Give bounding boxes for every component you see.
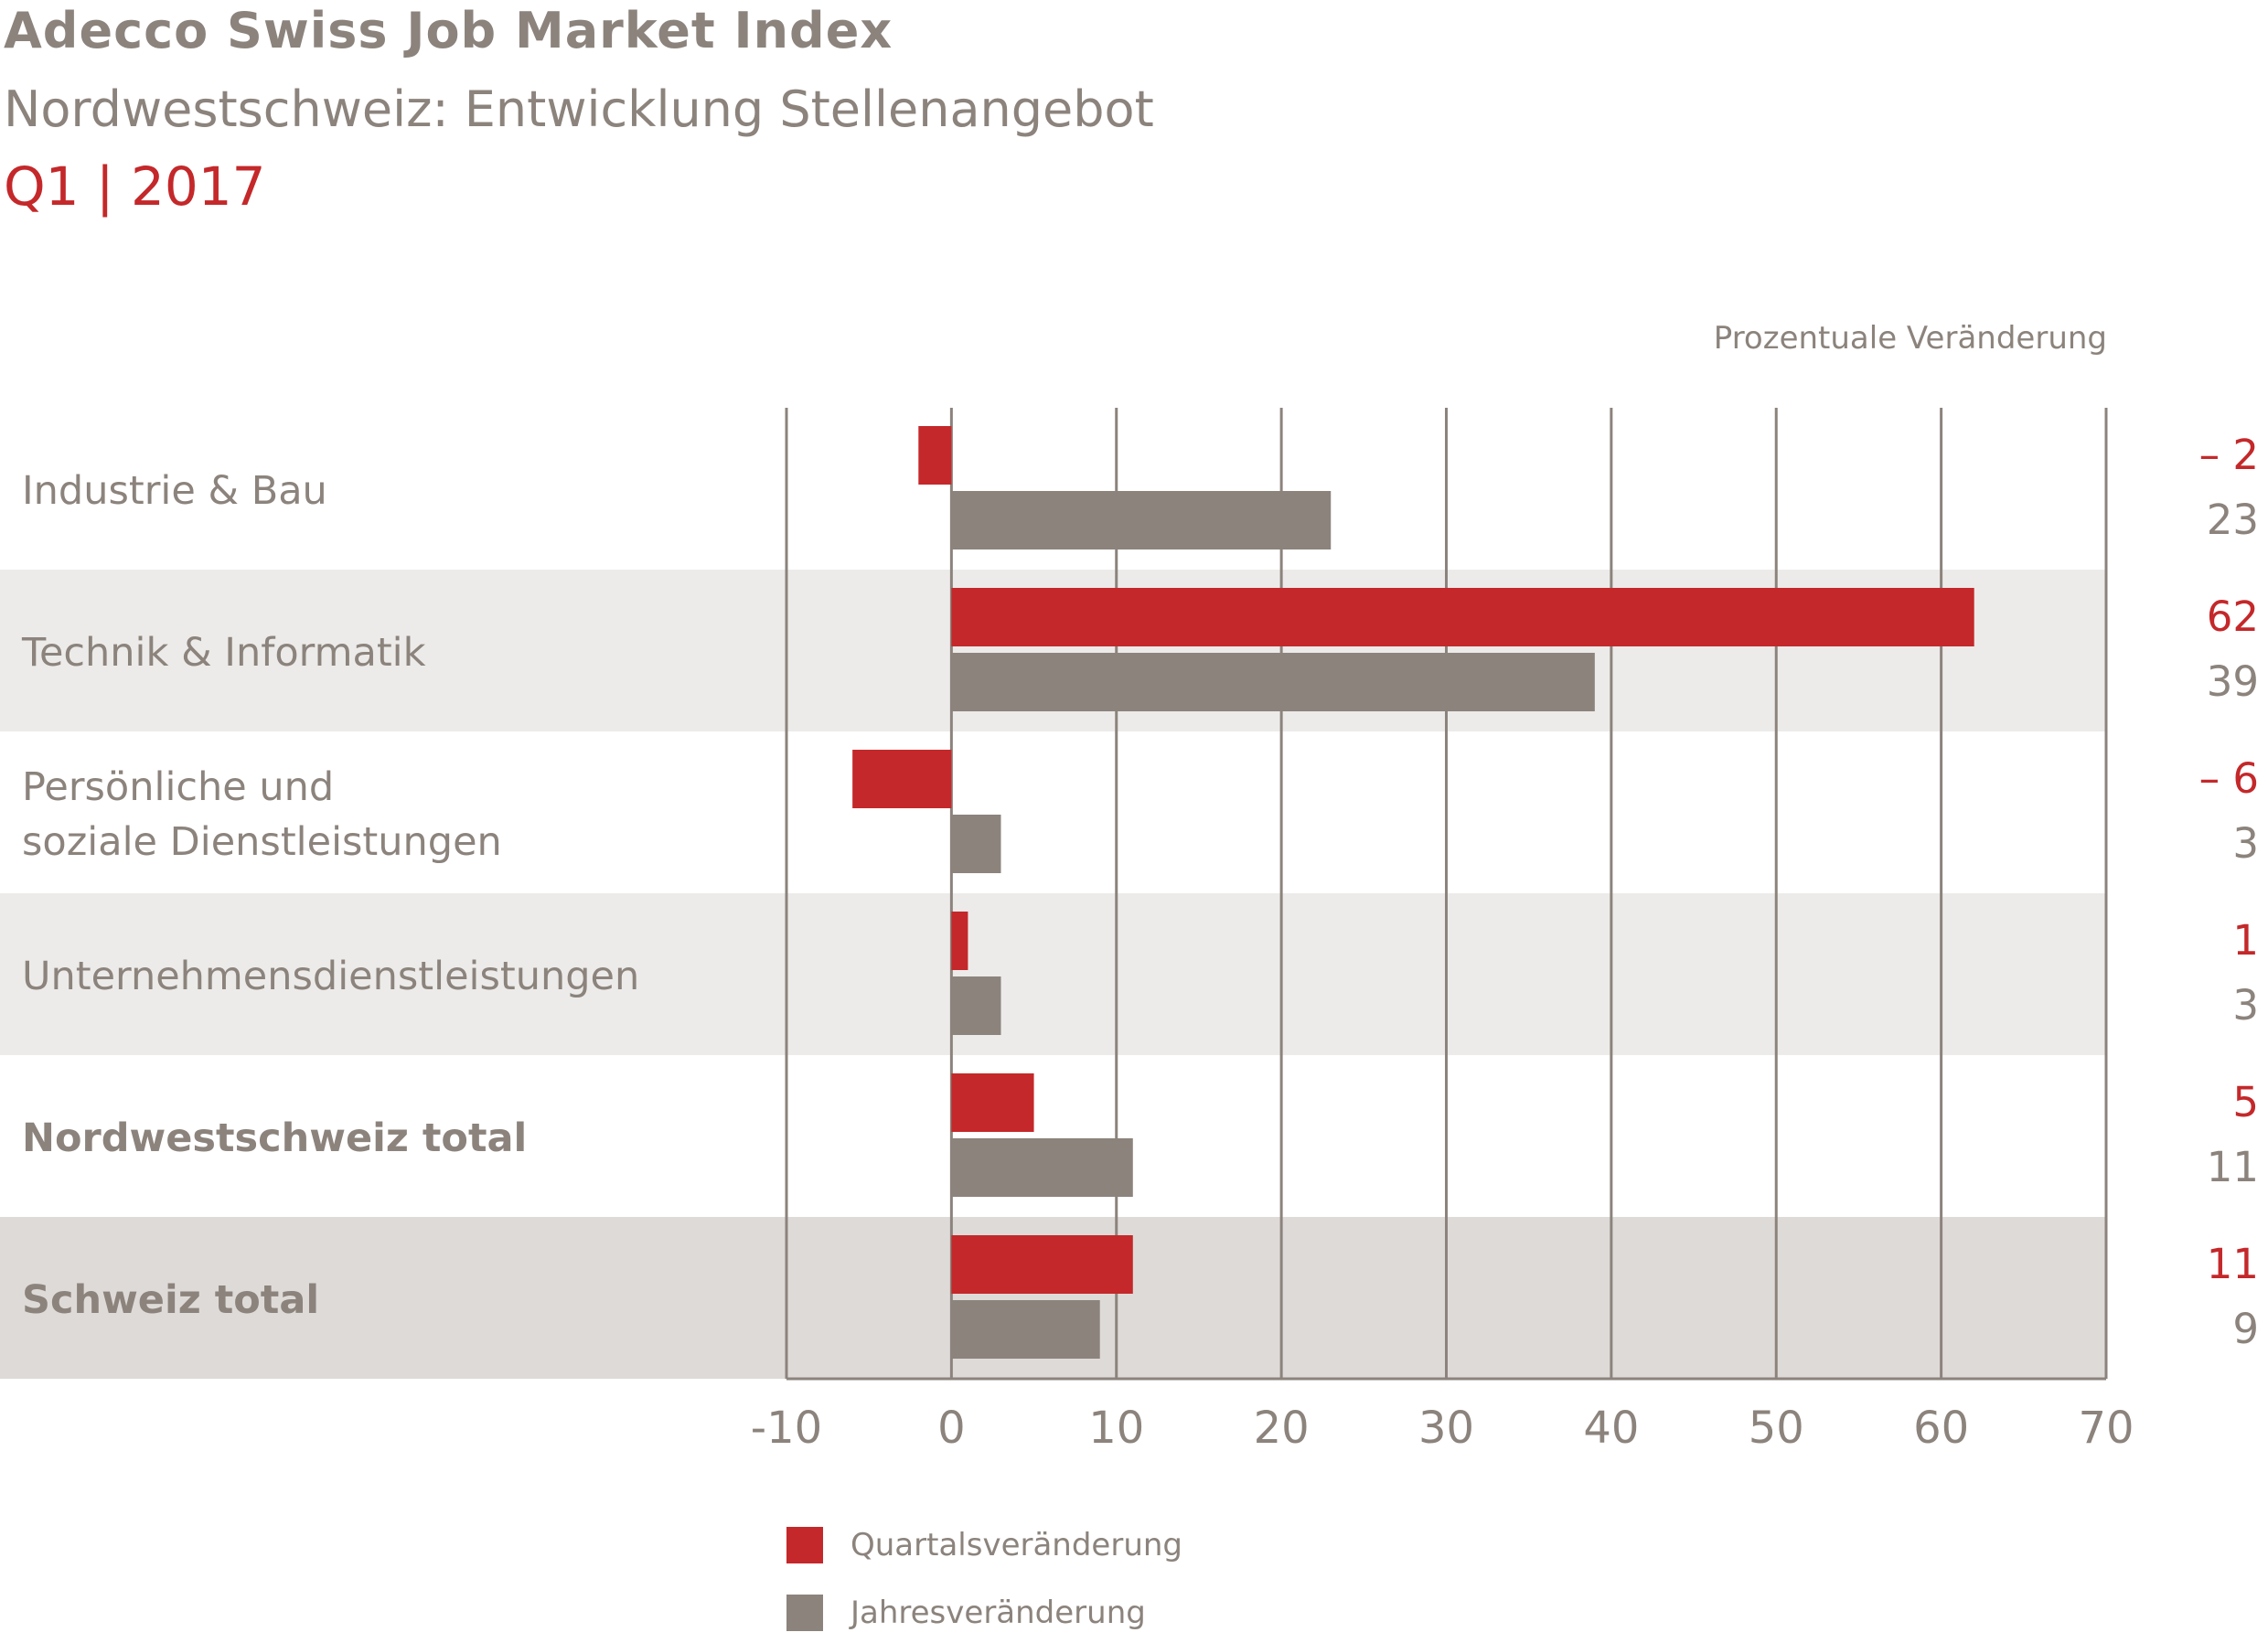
- category-label: Persönliche und soziale Dienstleistungen: [22, 760, 502, 870]
- x-tick-label: 10: [1088, 1403, 1144, 1454]
- value-label-year: 23: [2206, 496, 2259, 544]
- value-label-quarter: 11: [2206, 1240, 2259, 1288]
- x-tick-label: 40: [1583, 1403, 1639, 1454]
- legend-swatch-year: [786, 1595, 823, 1631]
- value-label-year: 3: [2232, 819, 2259, 868]
- category-label: Nordwestschweiz total: [22, 1111, 527, 1166]
- x-tick-label: 0: [937, 1403, 966, 1454]
- value-label-year: 3: [2232, 981, 2259, 1030]
- category-label-line: Schweiz total: [22, 1276, 320, 1323]
- bar-quarter: [951, 1235, 1133, 1294]
- bar-quarter: [951, 588, 1974, 646]
- bar-year: [951, 1300, 1100, 1359]
- value-label-quarter: 5: [2232, 1078, 2259, 1126]
- category-label-line: Persönliche und: [22, 763, 335, 810]
- x-tick-label: 60: [1913, 1403, 1969, 1454]
- chart-period: Q1 | 2017: [4, 155, 266, 218]
- legend-swatch-quarter: [786, 1527, 823, 1563]
- chart-title: Adecco Swiss Job Market Index: [4, 2, 893, 59]
- legend-item-year: Jahresveränderung: [786, 1593, 1146, 1633]
- category-label-line: soziale Dienstleistungen: [22, 818, 502, 865]
- bar-year: [951, 815, 1001, 873]
- bar-year: [951, 491, 1332, 549]
- category-label-line: Technik & Informatik: [22, 629, 426, 676]
- chart-subtitle: Nordwestschweiz: Entwicklung Stellenange…: [4, 80, 1154, 138]
- row-band: [0, 893, 2106, 1055]
- bar-quarter: [951, 1073, 1034, 1132]
- value-label-quarter: 62: [2206, 592, 2259, 641]
- value-label-year: 11: [2206, 1143, 2259, 1191]
- x-tick-label: -10: [751, 1403, 822, 1454]
- category-label: Unternehmensdienstleistungen: [22, 949, 639, 1004]
- x-tick-label: 30: [1418, 1403, 1474, 1454]
- x-tick-label: 50: [1749, 1403, 1804, 1454]
- bar-quarter: [852, 750, 952, 808]
- bar-year: [951, 653, 1595, 711]
- bar-quarter: [951, 912, 968, 970]
- value-label-quarter: 1: [2232, 916, 2259, 965]
- legend-item-quarter: Quartalsveränderung: [786, 1525, 1182, 1565]
- bar-year: [951, 976, 1001, 1035]
- legend-label-year: Jahresveränderung: [850, 1595, 1146, 1631]
- category-label-line: Industrie & Bau: [22, 467, 327, 514]
- category-label-line: Unternehmensdienstleistungen: [22, 953, 640, 999]
- category-label: Schweiz total: [22, 1273, 319, 1328]
- category-label-line: Nordwestschweiz total: [22, 1115, 528, 1161]
- category-label: Industrie & Bau: [22, 464, 327, 518]
- value-label-quarter: – 2: [2198, 431, 2259, 479]
- unit-label: Prozentuale Veränderung: [1713, 320, 2107, 357]
- value-label-quarter: – 6: [2198, 754, 2259, 803]
- value-label-year: 9: [2232, 1305, 2259, 1353]
- value-label-year: 39: [2206, 657, 2259, 706]
- x-tick-label: 20: [1254, 1403, 1310, 1454]
- legend-label-quarter: Quartalsveränderung: [850, 1527, 1183, 1563]
- bar-year: [951, 1138, 1133, 1197]
- x-tick-label: 70: [2078, 1403, 2134, 1454]
- category-label: Technik & Informatik: [22, 625, 426, 680]
- bar-quarter: [918, 426, 952, 485]
